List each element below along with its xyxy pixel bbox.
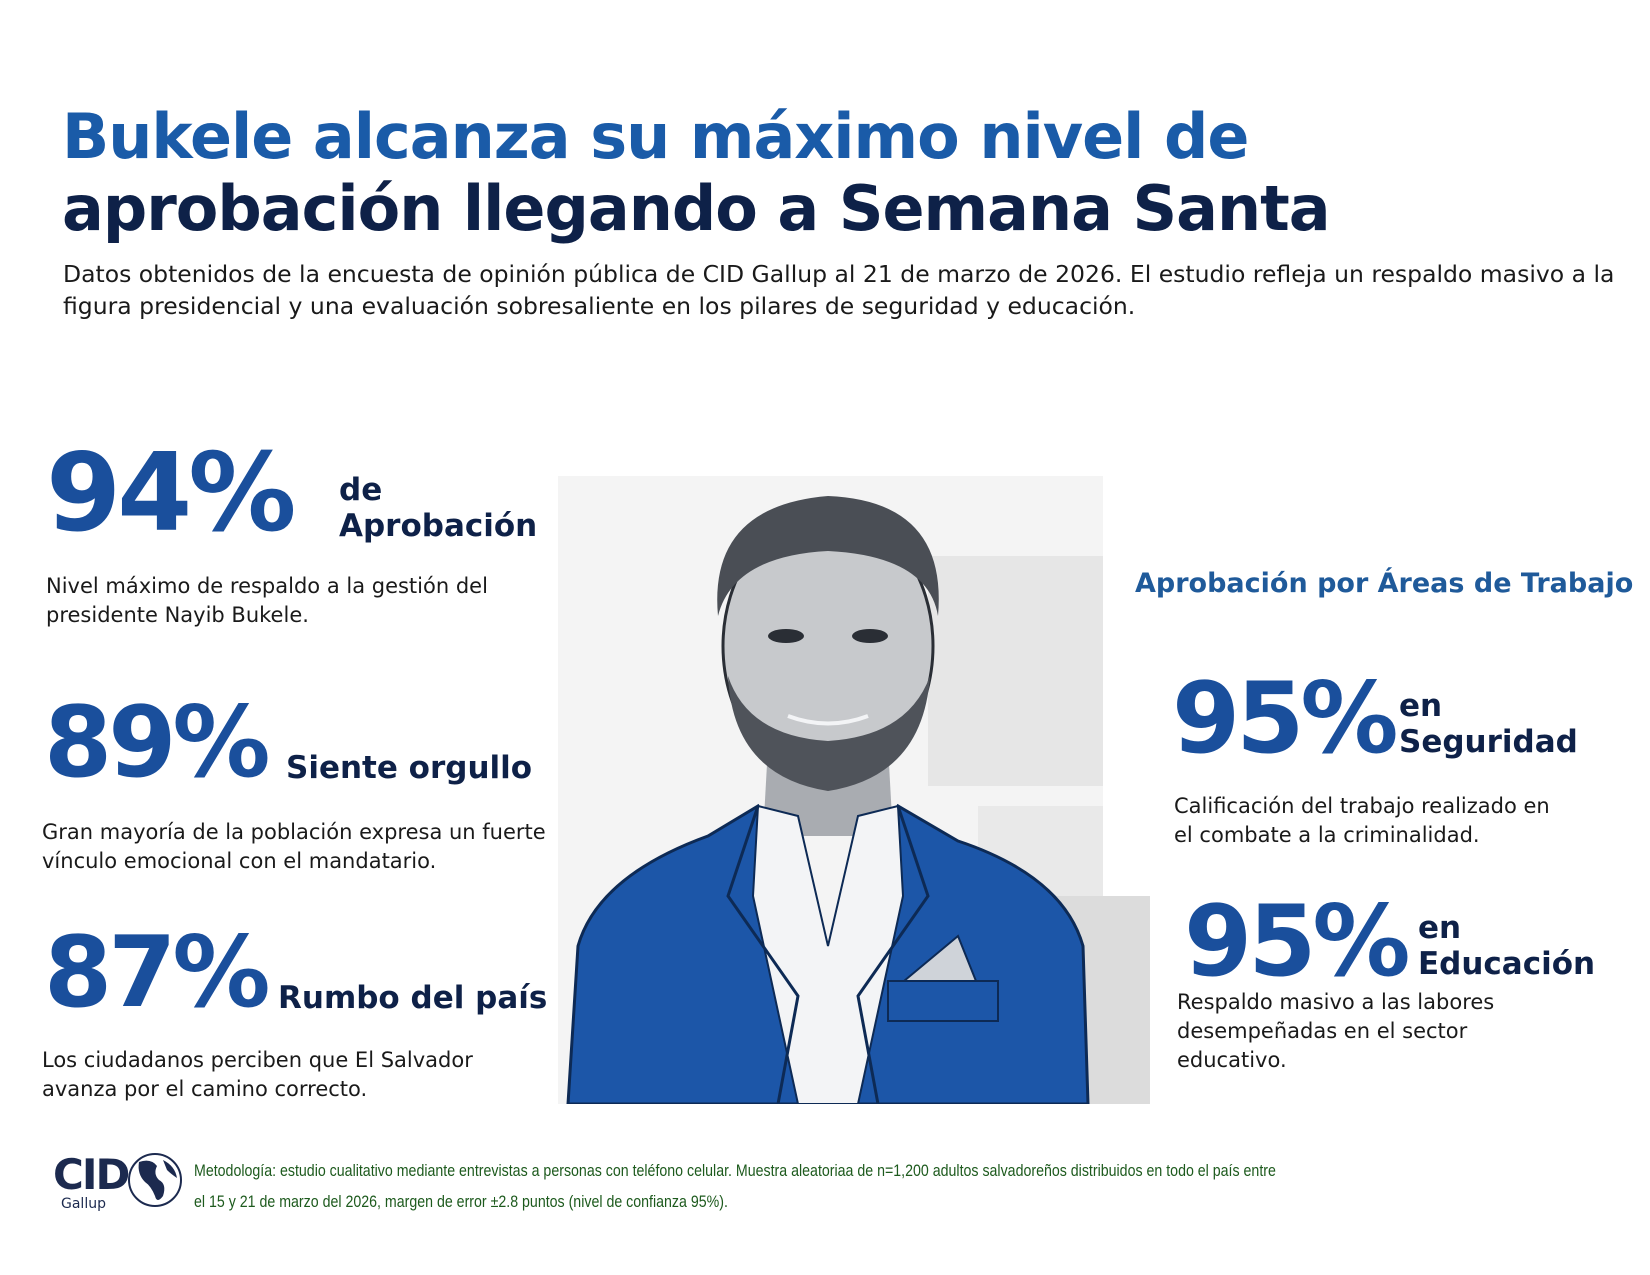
stat-approval-value: 94%	[46, 431, 297, 556]
stat-approval-label-line1: de	[339, 472, 383, 508]
methodology-note: Metodología: estudio cualitativo mediant…	[194, 1156, 1276, 1218]
stat-security-value: 95%	[1172, 662, 1399, 776]
work-areas-heading: Aprobación por Áreas de Trabajo	[1135, 568, 1634, 599]
stat-direction-label: Rumbo del país	[278, 980, 548, 1016]
subtitle: Datos obtenidos de la encuesta de opinió…	[63, 260, 1615, 320]
stat-pride-value: 89%	[44, 686, 271, 800]
stat-education-value: 95%	[1184, 885, 1411, 999]
president-portrait-illustration	[558, 476, 1150, 1104]
methodology-line-1: Metodología: estudio cualitativo mediant…	[194, 1162, 1276, 1180]
methodology-line-2: el 15 y 21 de marzo del 2026, margen de …	[194, 1193, 728, 1211]
stat-approval-label: de Aprobación	[339, 472, 537, 544]
stat-education-label-line2: Educación	[1418, 946, 1596, 982]
stat-security-label-line1: en	[1399, 688, 1443, 724]
stat-approval-label-line2: Aprobación	[339, 508, 538, 544]
stat-security-label: en Seguridad	[1399, 688, 1578, 760]
stat-education-label-line1: en	[1418, 910, 1462, 946]
title-line-1: Bukele alcanza su máximo nivel de	[62, 100, 1249, 173]
logo-subtext: Gallup	[61, 1196, 106, 1212]
stat-pride-label: Siente orgullo	[286, 750, 533, 786]
cid-gallup-logo: CID Gallup	[53, 1150, 183, 1220]
stat-direction-value: 87%	[44, 916, 271, 1030]
stat-education-label: en Educación	[1418, 910, 1595, 982]
stat-security-label-line2: Seguridad	[1399, 724, 1578, 760]
globe-icon	[128, 1153, 182, 1207]
stat-approval-description: Nivel máximo de respaldo a la gestión de…	[46, 574, 488, 627]
stat-direction-description: Los ciudadanos perciben que El Salvador …	[42, 1048, 473, 1101]
title-line-2: aprobación llegando a Semana Santa	[62, 172, 1331, 245]
stat-security-description: Calificación del trabajo realizado en el…	[1174, 794, 1550, 847]
stat-pride-description: Gran mayoría de la población expresa un …	[42, 820, 546, 873]
logo-text: CID	[53, 1150, 130, 1199]
stat-education-description: Respaldo masivo a las labores desempeñad…	[1177, 990, 1495, 1072]
